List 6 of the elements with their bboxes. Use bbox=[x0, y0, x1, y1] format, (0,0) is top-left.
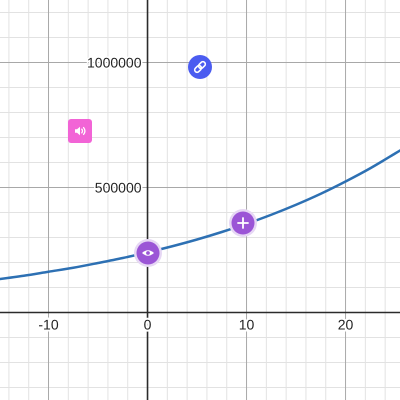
y-tick-label: 500000 bbox=[94, 180, 142, 196]
line-series bbox=[0, 149, 400, 280]
x-tick-label: 10 bbox=[238, 316, 255, 332]
y-tick-label: 1000000 bbox=[87, 54, 142, 70]
x-tick-label: -10 bbox=[38, 316, 59, 332]
x-tick-label: 20 bbox=[338, 316, 354, 332]
